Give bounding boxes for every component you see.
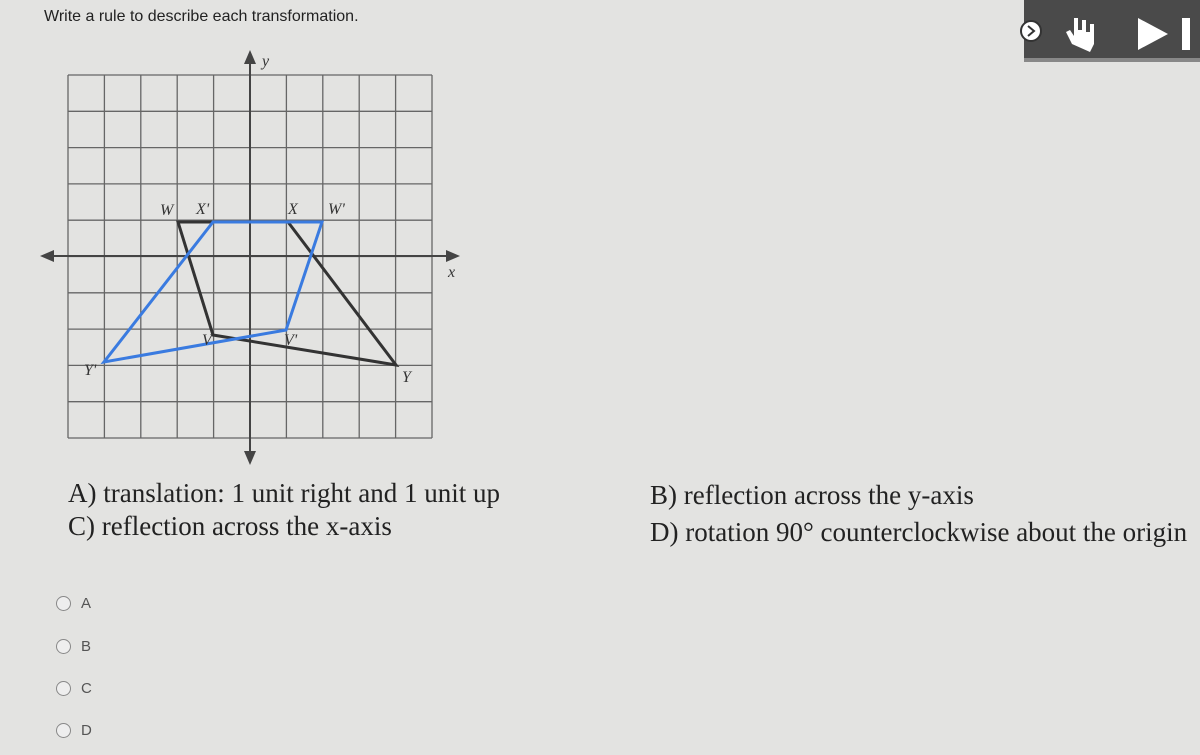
question: Write a rule to describe each transforma… bbox=[44, 8, 359, 25]
choice-label: B bbox=[81, 638, 92, 655]
axes bbox=[40, 50, 460, 465]
radio-choice[interactable]: A bbox=[56, 595, 91, 612]
x-axis-label: x bbox=[447, 264, 455, 281]
point-label: W' bbox=[328, 201, 345, 218]
choice-label: D bbox=[81, 722, 92, 739]
point-label: Y' bbox=[84, 362, 97, 379]
radio-choice[interactable]: C bbox=[56, 680, 92, 697]
radio-choice[interactable]: D bbox=[56, 722, 92, 739]
radio-choice[interactable]: B bbox=[56, 638, 91, 655]
option-text: D) rotation 90° counterclockwise about t… bbox=[650, 517, 1188, 547]
point-label: V' bbox=[284, 332, 298, 349]
option-text: A) translation: 1 unit right and 1 unit … bbox=[68, 478, 500, 508]
choice-label: A bbox=[81, 595, 92, 612]
point-label: X bbox=[287, 201, 299, 218]
point-label: Y bbox=[402, 369, 413, 386]
toolbar[interactable] bbox=[1020, 0, 1200, 62]
point-label: V bbox=[202, 332, 214, 349]
option-text: B) reflection across the y-axis bbox=[650, 480, 974, 510]
point-label: X' bbox=[195, 201, 210, 218]
y-axis-label: y bbox=[260, 53, 270, 70]
option-text: C) reflection across the x-axis bbox=[68, 511, 392, 541]
point-label: W bbox=[160, 202, 175, 219]
choice-label: C bbox=[81, 680, 92, 697]
image-figure bbox=[100, 220, 325, 365]
